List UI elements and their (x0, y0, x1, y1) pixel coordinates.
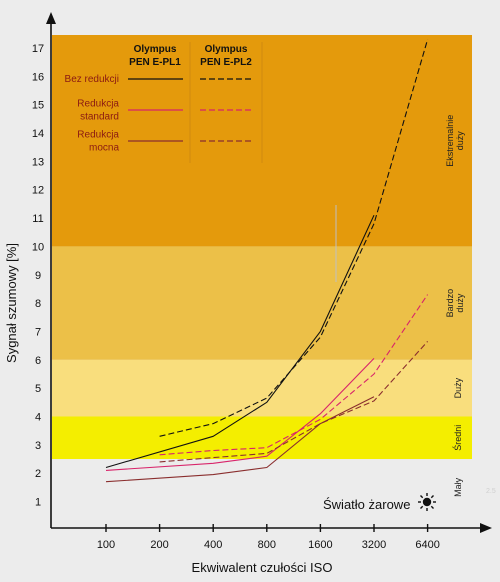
y-tick-label: 1 (35, 497, 41, 509)
x-tick-label: 3200 (362, 539, 386, 551)
light-annotation-text: Światło żarowe (323, 497, 410, 512)
series-line-olympus-pen-e-pl1-redukcja-standard (105, 358, 375, 471)
x-tick-labels: 100 200 400 800 1600 3200 6400 (97, 524, 440, 551)
light-annotation: Światło żarowe (323, 493, 436, 512)
y-tick-label: 9 (35, 270, 41, 282)
zone-labels: Mały Średni Duży Bardzoduży Ekstremalnieduży (445, 115, 465, 497)
series-line-olympus-pen-e-pl2-redukcja-mocna (159, 341, 429, 463)
x-tick-label: 1600 (308, 539, 332, 551)
y-tick-label: 14 (32, 128, 44, 140)
legend-camera-2-line-1: Olympus (205, 44, 248, 55)
x-axis-label: Ekwiwalent czułości ISO (192, 560, 333, 575)
legend-row-label-redukcja-standard: Redukcja (77, 99, 119, 110)
y-axis-arrow (46, 12, 56, 24)
y-tick-label: 17 (32, 43, 44, 55)
y-axis-label: Sygnał szumowy [%] (4, 243, 19, 363)
zone-label-ekstremalnie-duzy: Ekstremalnieduży (445, 115, 465, 167)
y-tick-label: 3 (35, 440, 41, 452)
zone-sredni (52, 416, 472, 460)
y-tick-label: 16 (32, 71, 44, 83)
x-tick-label: 800 (258, 539, 276, 551)
y-tick-label: 12 (32, 185, 44, 197)
series-line-olympus-pen-e-pl1-bez-redukcji (105, 214, 375, 469)
y-tick-label: 11 (32, 213, 43, 225)
x-tick-label: 200 (150, 539, 168, 551)
y-tick-label: 10 (32, 241, 44, 253)
series-line-olympus-pen-e-pl2-redukcja-standard (159, 294, 429, 456)
legend-dividers (189, 42, 337, 282)
zone-bardzo-duzy (52, 246, 472, 360)
y-tick-label: 5 (35, 383, 41, 395)
y-tick-label: 4 (35, 412, 41, 424)
x-tick-label: 100 (97, 539, 115, 551)
corner-mark: 2.5 (486, 488, 496, 495)
x-tick-label: 400 (204, 539, 222, 551)
y-tick-label: 6 (35, 355, 41, 367)
zone-duzy (52, 359, 472, 417)
zone-label-bardzo-duzy: Bardzoduży (445, 289, 465, 318)
x-tick-label: 6400 (415, 539, 439, 551)
legend-row-label-bez-redukcji: Bez redukcji (65, 74, 119, 85)
y-tick-label: 7 (35, 326, 41, 338)
legend-row-label-redukcja-standard: standard (80, 112, 119, 123)
data-series (105, 39, 429, 483)
legend: Olympus PEN E-PL1 Olympus PEN E-PL2 Bez redu… (65, 44, 253, 154)
zone-label-maly: Mały (453, 477, 463, 497)
y-tick-label: 8 (35, 298, 41, 310)
legend-camera-1-line-2: PEN E-PL1 (129, 57, 181, 68)
legend-row-label-redukcja-mocna: Redukcja (77, 130, 119, 141)
x-axis-arrow (480, 523, 492, 533)
legend-row-label-redukcja-mocna: mocna (89, 143, 119, 154)
y-tick-label: 13 (32, 156, 44, 168)
y-tick-label: 2 (35, 468, 41, 480)
series-line-olympus-pen-e-pl2-bez-redukcji (159, 39, 429, 437)
bulb-icon (418, 493, 436, 511)
legend-camera-1-line-1: Olympus (134, 44, 177, 55)
zone-label-sredni: Średni (452, 425, 463, 451)
y-tick-label: 15 (32, 100, 44, 112)
legend-camera-2-line-2: PEN E-PL2 (200, 57, 252, 68)
series-line-olympus-pen-e-pl1-redukcja-mocna (105, 396, 375, 483)
zone-label-duzy: Duży (453, 377, 463, 398)
